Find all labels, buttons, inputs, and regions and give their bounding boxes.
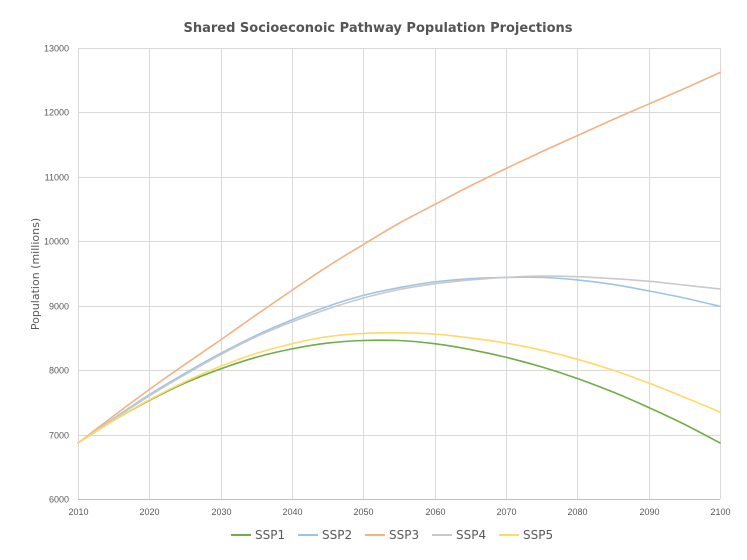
gridlines bbox=[78, 48, 721, 500]
series-lines bbox=[77, 71, 721, 444]
series-line-ssp3 bbox=[77, 71, 721, 444]
chart-title: Shared Socioeconoic Pathway Population P… bbox=[183, 21, 572, 36]
y-tick-label: 11000 bbox=[45, 173, 69, 183]
y-axis-label: Population (millions) bbox=[29, 218, 42, 330]
series-line-ssp2 bbox=[77, 276, 721, 444]
y-tick-label: 10000 bbox=[44, 237, 69, 247]
x-tick-label: 2050 bbox=[353, 507, 373, 517]
x-tick-label: 2100 bbox=[710, 507, 730, 517]
x-tick-label: 2030 bbox=[211, 507, 231, 517]
series-line-ssp4 bbox=[77, 275, 721, 444]
y-tick-label: 12000 bbox=[44, 108, 69, 118]
x-tick-label: 2070 bbox=[496, 507, 516, 517]
legend-label-ssp2: SSP2 bbox=[322, 528, 352, 542]
x-tick-label: 2040 bbox=[282, 507, 302, 517]
x-tick-label: 2020 bbox=[139, 507, 159, 517]
x-tick-label: 2060 bbox=[425, 507, 445, 517]
x-tick-label: 2010 bbox=[68, 507, 88, 517]
legend-label-ssp5: SSP5 bbox=[523, 528, 553, 542]
x-tick-label: 2080 bbox=[567, 507, 587, 517]
y-tick-labels: 6000 7000 8000 9000 10000 11000 12000 13000 bbox=[44, 44, 69, 505]
legend-label-ssp3: SSP3 bbox=[389, 528, 419, 542]
legend: SSP1 SSP2 SSP3 SSP4 SSP5 bbox=[231, 528, 553, 542]
legend-label-ssp1: SSP1 bbox=[255, 528, 285, 542]
y-tick-label: 7000 bbox=[49, 431, 69, 441]
x-tick-labels: 2010 2020 2030 2040 2050 2060 2070 2080 2090 2100 bbox=[68, 507, 730, 517]
series-line-ssp1 bbox=[77, 339, 721, 444]
y-tick-label: 8000 bbox=[49, 366, 69, 376]
series-line-ssp5 bbox=[77, 331, 721, 444]
y-tick-label: 9000 bbox=[49, 302, 69, 312]
x-tick-label: 2090 bbox=[639, 507, 659, 517]
legend-label-ssp4: SSP4 bbox=[456, 528, 486, 542]
y-tick-label: 6000 bbox=[49, 495, 69, 505]
y-tick-label: 13000 bbox=[44, 44, 69, 54]
